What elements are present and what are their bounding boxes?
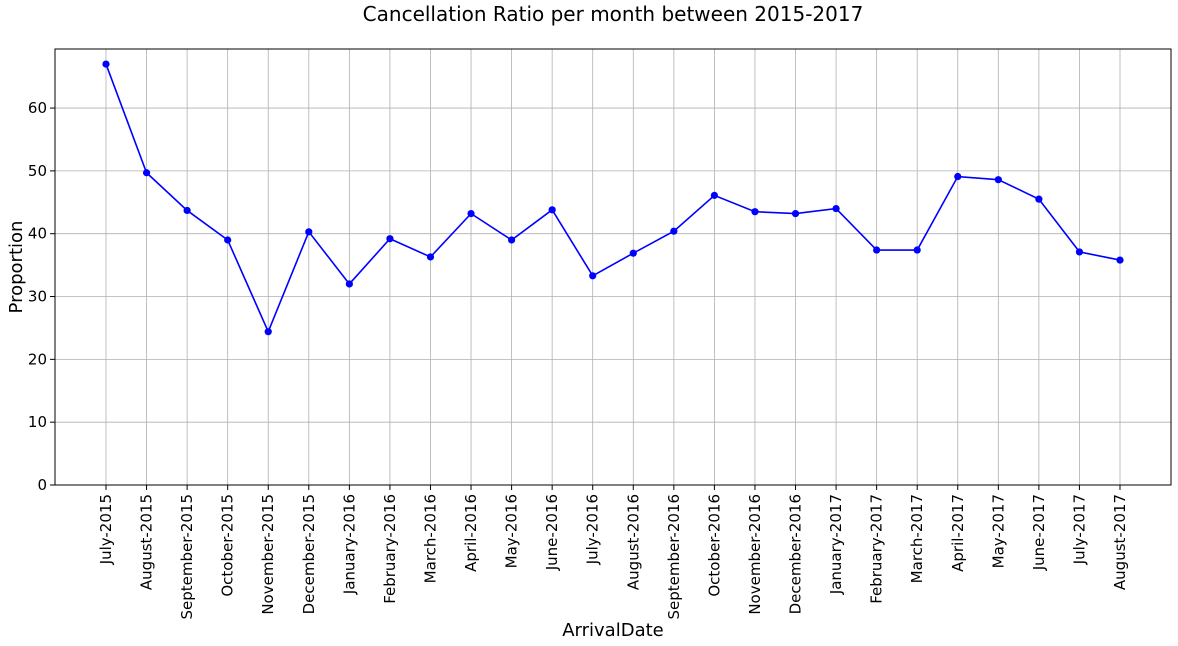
x-tick-label: April-2016 bbox=[462, 494, 480, 572]
y-tick-label: 20 bbox=[28, 350, 47, 368]
data-point bbox=[832, 204, 840, 213]
data-point bbox=[954, 172, 962, 181]
x-tick-label: June-2017 bbox=[1030, 494, 1048, 571]
x-axis-ticks: July-2015 August-2015 September-2015 Octobe… bbox=[97, 485, 1129, 620]
x-tick-label: February-2016 bbox=[381, 494, 399, 604]
x-tick-label: November-2016 bbox=[746, 494, 764, 615]
series-cancellation-ratio bbox=[102, 60, 1124, 336]
data-point bbox=[426, 253, 435, 261]
data-point bbox=[386, 235, 394, 243]
data-point bbox=[913, 246, 921, 254]
y-axis-label: Proportion bbox=[6, 221, 27, 314]
x-tick-label: February-2017 bbox=[868, 494, 886, 604]
grid bbox=[55, 49, 1171, 486]
data-point bbox=[224, 236, 232, 244]
data-point bbox=[710, 191, 719, 199]
data-point bbox=[548, 206, 556, 214]
data-point bbox=[994, 176, 1002, 184]
plot-frame bbox=[54, 48, 1172, 486]
x-tick-label: August-2017 bbox=[1111, 494, 1129, 590]
data-point bbox=[142, 169, 151, 177]
x-tick-label: August-2015 bbox=[138, 494, 156, 590]
data-point bbox=[467, 209, 475, 218]
x-tick-label: November-2015 bbox=[259, 494, 277, 615]
data-point bbox=[264, 328, 272, 336]
x-tick-label: October-2015 bbox=[219, 494, 237, 597]
y-tick-label: 50 bbox=[28, 162, 47, 180]
chart-title: Cancellation Ratio per month between 201… bbox=[363, 2, 864, 26]
data-point bbox=[345, 280, 353, 288]
x-tick-label: July-2017 bbox=[1070, 494, 1088, 565]
y-axis-ticks: 0 10 20 30 40 50 60 bbox=[28, 99, 55, 494]
data-point bbox=[305, 228, 313, 236]
x-tick-label: April-2017 bbox=[949, 494, 967, 572]
x-tick-label: January-2016 bbox=[340, 494, 358, 595]
data-point bbox=[1116, 256, 1124, 264]
data-point bbox=[508, 236, 516, 244]
x-tick-label: September-2016 bbox=[665, 494, 683, 620]
x-tick-label: March-2017 bbox=[908, 494, 926, 583]
x-tick-label: January-2017 bbox=[827, 494, 845, 595]
data-point bbox=[791, 209, 800, 218]
x-tick-label: July-2015 bbox=[97, 494, 115, 565]
x-tick-label: October-2016 bbox=[705, 494, 723, 597]
data-point bbox=[183, 206, 191, 215]
data-point bbox=[1075, 248, 1084, 256]
y-tick-label: 0 bbox=[37, 476, 47, 494]
x-axis-label: ArrivalDate bbox=[562, 620, 664, 641]
y-tick-label: 10 bbox=[28, 413, 47, 431]
data-point bbox=[102, 60, 110, 68]
x-tick-label: July-2016 bbox=[584, 494, 602, 565]
x-tick-label: September-2015 bbox=[178, 494, 196, 620]
x-tick-label: December-2016 bbox=[787, 494, 805, 614]
x-tick-label: August-2016 bbox=[624, 494, 642, 590]
data-point bbox=[873, 246, 881, 254]
data-point bbox=[751, 208, 759, 216]
x-tick-label: June-2016 bbox=[543, 494, 561, 571]
x-tick-label: May-2016 bbox=[503, 494, 521, 568]
x-tick-label: December-2015 bbox=[300, 494, 318, 614]
y-tick-label: 40 bbox=[28, 225, 47, 243]
y-tick-label: 30 bbox=[28, 288, 47, 306]
data-point bbox=[629, 249, 637, 257]
data-point bbox=[670, 227, 678, 235]
series-line bbox=[105, 63, 1121, 334]
data-point bbox=[1035, 195, 1043, 203]
x-tick-label: March-2016 bbox=[421, 494, 439, 583]
y-tick-label: 60 bbox=[28, 99, 47, 117]
x-tick-label: May-2017 bbox=[989, 494, 1007, 568]
data-point bbox=[589, 272, 597, 280]
